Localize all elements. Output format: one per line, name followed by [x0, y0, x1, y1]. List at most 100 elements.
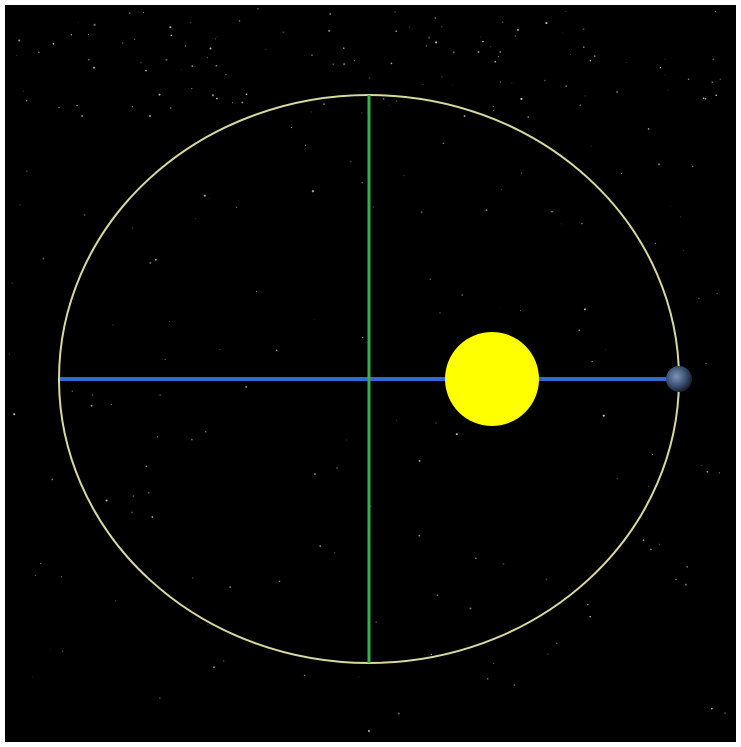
star — [361, 182, 363, 184]
star — [8, 353, 11, 355]
star — [93, 23, 96, 26]
star — [520, 310, 522, 312]
star — [191, 87, 193, 90]
star — [394, 11, 397, 13]
star — [687, 78, 690, 80]
star — [207, 624, 209, 626]
star — [275, 349, 278, 352]
star — [420, 211, 423, 214]
star — [499, 51, 501, 53]
star — [439, 312, 441, 314]
star — [520, 172, 523, 174]
star — [642, 539, 645, 541]
star — [654, 242, 657, 245]
star — [195, 218, 196, 219]
star — [482, 40, 484, 43]
star — [582, 46, 585, 48]
star — [191, 65, 194, 67]
star — [362, 336, 364, 339]
star — [87, 58, 90, 61]
star — [58, 106, 60, 109]
star — [151, 516, 154, 518]
star — [626, 61, 628, 63]
star — [213, 666, 215, 668]
star — [418, 460, 421, 462]
star — [222, 660, 225, 662]
star — [452, 51, 455, 54]
star — [469, 607, 472, 610]
star — [245, 385, 248, 388]
star — [206, 57, 208, 59]
star — [403, 175, 405, 177]
star — [105, 499, 108, 502]
star — [652, 454, 653, 456]
star — [343, 63, 346, 66]
star — [245, 93, 248, 96]
star — [475, 557, 477, 560]
star — [18, 39, 21, 42]
star — [569, 54, 571, 55]
star — [430, 653, 432, 656]
star — [265, 48, 267, 50]
star — [396, 420, 398, 421]
star — [698, 297, 700, 300]
star — [241, 101, 244, 104]
star — [715, 94, 718, 97]
planet — [666, 366, 692, 392]
star — [229, 586, 232, 589]
star — [208, 198, 210, 199]
star — [290, 126, 293, 129]
star — [170, 34, 172, 37]
star — [442, 142, 445, 145]
star — [452, 84, 454, 86]
star — [333, 551, 336, 554]
star — [131, 106, 133, 108]
star — [486, 678, 489, 680]
star — [422, 83, 424, 85]
star — [501, 189, 502, 190]
star — [38, 51, 40, 54]
star — [349, 160, 352, 163]
star — [480, 36, 481, 38]
star — [232, 102, 234, 104]
star — [686, 565, 689, 568]
star — [353, 60, 355, 62]
star — [238, 20, 241, 22]
star — [514, 35, 516, 37]
star — [382, 97, 385, 100]
star — [189, 21, 192, 24]
star — [76, 104, 78, 107]
star — [52, 43, 55, 45]
star — [375, 621, 378, 624]
star — [111, 403, 113, 406]
star — [716, 293, 718, 295]
star — [647, 485, 649, 487]
star — [159, 697, 161, 699]
star — [490, 46, 492, 48]
star — [112, 324, 114, 326]
star — [32, 676, 34, 678]
star — [620, 173, 622, 174]
star — [149, 115, 151, 117]
star — [408, 26, 410, 28]
star — [397, 712, 400, 715]
star — [435, 422, 437, 424]
star — [19, 204, 21, 206]
star — [390, 62, 393, 65]
star — [425, 45, 427, 47]
star — [304, 54, 305, 56]
star — [711, 707, 713, 710]
star — [145, 465, 148, 468]
star — [13, 413, 16, 416]
star — [589, 615, 592, 618]
star — [149, 261, 152, 264]
star — [705, 362, 707, 364]
star — [461, 294, 463, 296]
star — [706, 470, 709, 473]
star — [602, 414, 605, 417]
star — [51, 478, 54, 481]
star — [502, 562, 505, 565]
star — [463, 115, 466, 117]
